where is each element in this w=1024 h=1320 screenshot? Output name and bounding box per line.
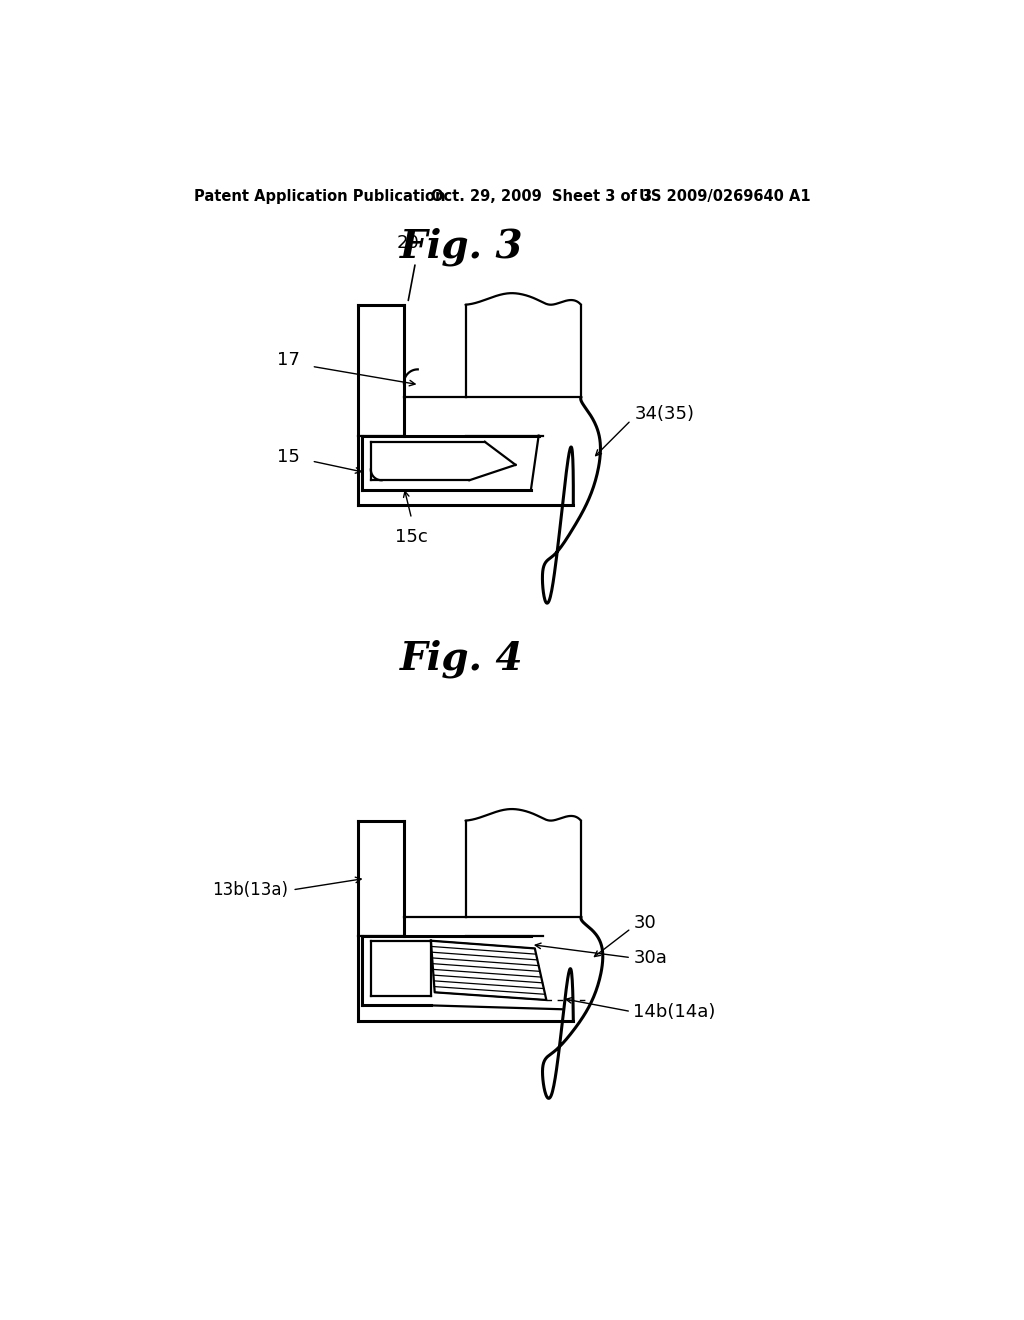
Text: 34(35): 34(35) <box>635 405 695 422</box>
Text: 30: 30 <box>634 913 656 932</box>
Text: Fig. 4: Fig. 4 <box>400 640 523 678</box>
Text: 15c: 15c <box>395 528 428 546</box>
Text: 30a: 30a <box>634 949 668 966</box>
Text: US 2009/0269640 A1: US 2009/0269640 A1 <box>639 189 810 205</box>
Text: 13b(13a): 13b(13a) <box>212 880 289 899</box>
Text: 15: 15 <box>278 449 300 466</box>
Text: Oct. 29, 2009  Sheet 3 of 3: Oct. 29, 2009 Sheet 3 of 3 <box>431 189 652 205</box>
Text: 14b(14a): 14b(14a) <box>634 1003 716 1020</box>
Text: Patent Application Publication: Patent Application Publication <box>194 189 445 205</box>
Text: 17: 17 <box>278 351 300 370</box>
Text: 20: 20 <box>396 235 419 252</box>
Text: Fig. 3: Fig. 3 <box>400 227 523 267</box>
